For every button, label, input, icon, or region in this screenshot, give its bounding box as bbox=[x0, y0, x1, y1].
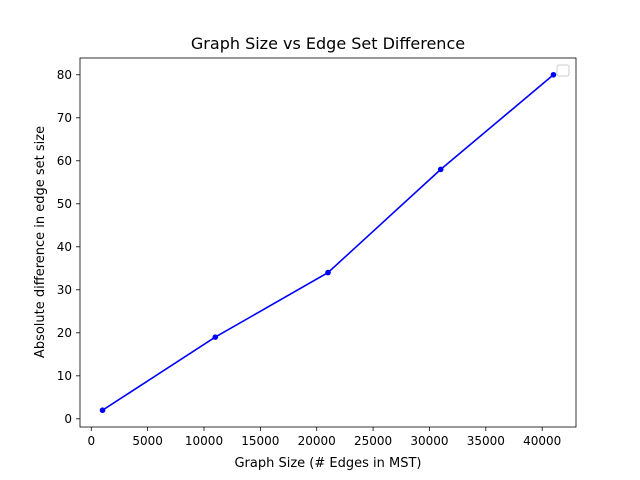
legend bbox=[556, 64, 570, 77]
data-point bbox=[325, 269, 331, 276]
legend-box bbox=[556, 64, 570, 77]
y-tick-label: 50 bbox=[57, 197, 72, 211]
data-point bbox=[99, 407, 106, 414]
x-axis-label: Graph Size (# Edges in MST) bbox=[234, 456, 421, 471]
x-tick-label: 30000 bbox=[410, 434, 448, 448]
x-tick-label: 15000 bbox=[241, 434, 279, 448]
x-tick-label: 0 bbox=[87, 434, 95, 448]
data-point bbox=[550, 71, 557, 78]
x-tick-label: 20000 bbox=[298, 434, 336, 448]
chart-title: Graph Size vs Edge Set Difference bbox=[191, 34, 465, 53]
y-tick-label: 80 bbox=[57, 68, 72, 82]
x-tick-label: 25000 bbox=[354, 434, 392, 448]
series-line bbox=[102, 74, 554, 411]
x-tick-label: 35000 bbox=[467, 434, 505, 448]
y-tick-label: 10 bbox=[57, 369, 72, 383]
y-tick-label: 0 bbox=[64, 412, 72, 426]
y-axis-label: Absolute difference in edge set size bbox=[33, 126, 48, 358]
x-tick-label: 5000 bbox=[132, 434, 163, 448]
y-tick-label: 30 bbox=[57, 283, 72, 297]
y-tick-label: 20 bbox=[57, 326, 72, 340]
data-point bbox=[212, 334, 219, 340]
axes-frame bbox=[79, 57, 577, 428]
x-tick-label: 10000 bbox=[185, 434, 223, 448]
plot-area: 0 5000 10000 15000 20000 25000 30000 35000 40000… bbox=[57, 57, 577, 448]
data-point bbox=[437, 166, 444, 173]
y-tick-label: 40 bbox=[57, 240, 72, 254]
y-tick-label: 60 bbox=[57, 154, 72, 168]
y-tick-label: 70 bbox=[57, 111, 72, 125]
x-tick-label: 40000 bbox=[523, 434, 561, 448]
